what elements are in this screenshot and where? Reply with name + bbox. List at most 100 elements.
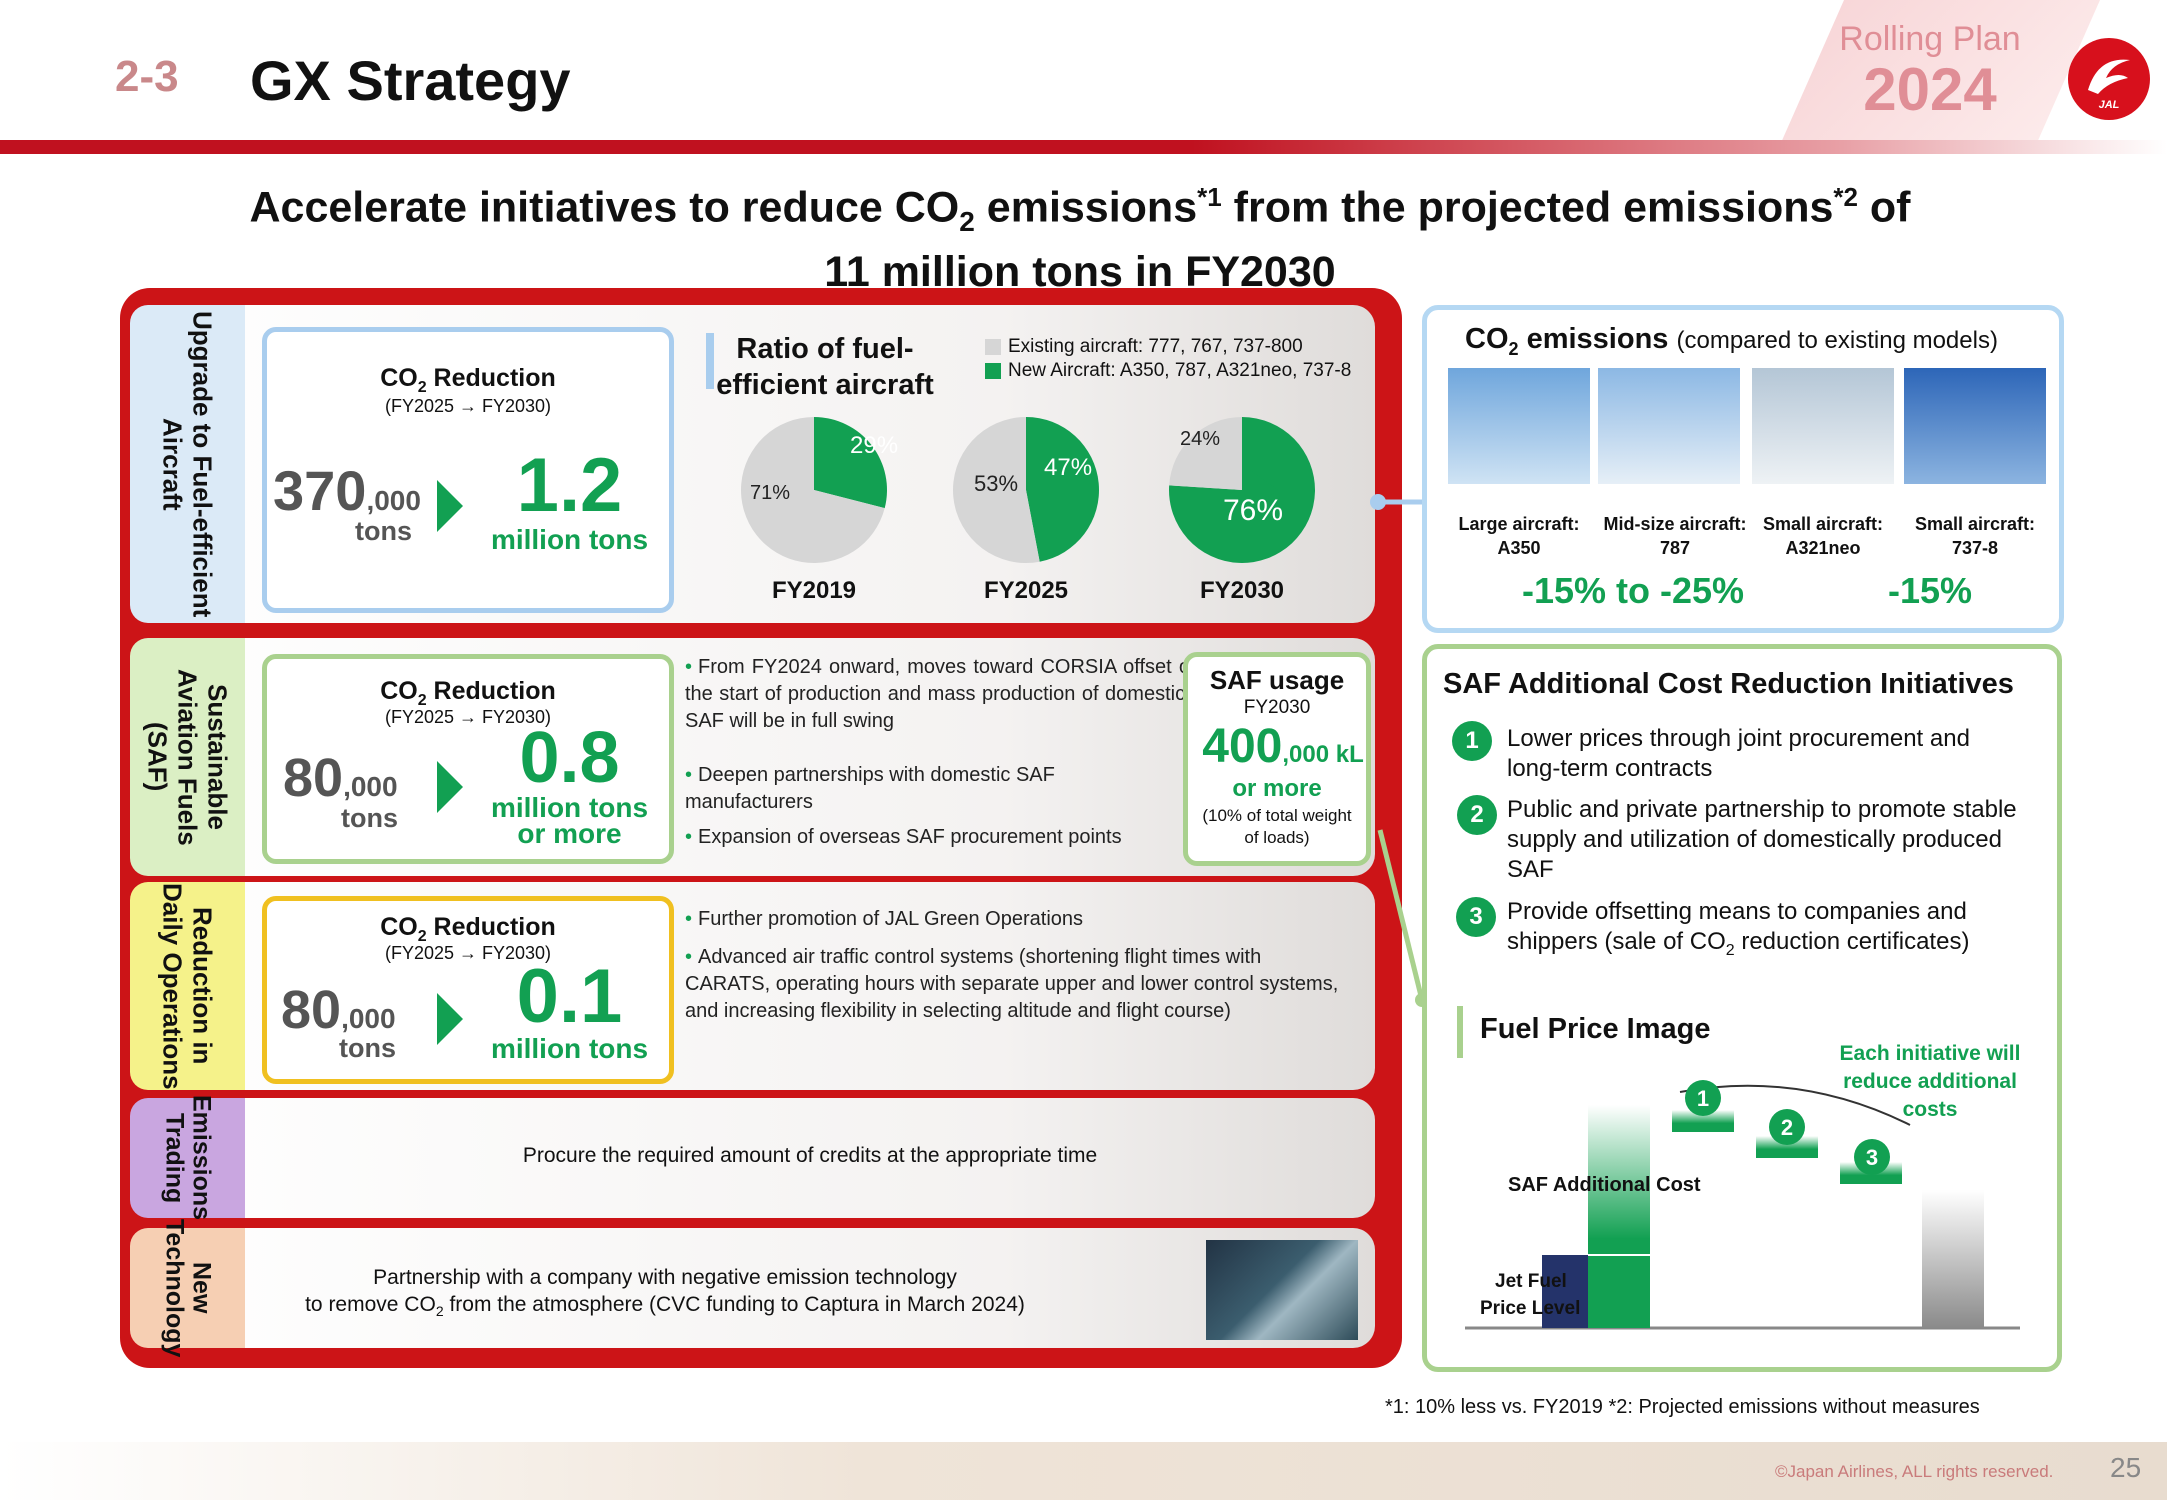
from-value: 80,000 bbox=[281, 980, 396, 1040]
pie-arrow-1-icon bbox=[1038, 470, 1066, 510]
saf-usage-more: or more bbox=[1232, 775, 1322, 802]
ratio-pie-chart: 29% 71% 47% 53% 76% 24% FY2019 FY2025 FY… bbox=[741, 417, 1315, 604]
from-value: 370,000 bbox=[273, 459, 421, 522]
aircraft-label-737-8: Small aircraft: 737-8 bbox=[1914, 514, 2036, 558]
fuel-title-accent-bar bbox=[1457, 1006, 1463, 1058]
initiative-1: Lower prices through joint procurement a… bbox=[1507, 725, 1970, 782]
page-number: 25 bbox=[2110, 1452, 2142, 1483]
saf-cost-label: SAF Additional Cost bbox=[1508, 1174, 1701, 1196]
from-unit: tons bbox=[339, 1033, 396, 1063]
technology-text: Partnership with a company with negative… bbox=[305, 1266, 1025, 1320]
arrow-right-icon bbox=[437, 480, 463, 532]
jal-logo: JAL bbox=[2068, 38, 2150, 120]
saf-bullet-1: • From FY2024 onward, moves toward CORSIA… bbox=[685, 656, 1305, 732]
row-label-aircraft: Upgrade to Fuel-efficient Aircraft bbox=[130, 305, 245, 623]
header-divider bbox=[0, 140, 2167, 154]
co2-reduction-card-operations: CO2 Reduction (FY2025 → FY2030) 80,000 t… bbox=[262, 896, 674, 1084]
co2-reduction-card-aircraft: CO2 Reduction (FY2025 → FY2030) 370,000 … bbox=[262, 327, 674, 613]
headline-line1: Accelerate initiatives to reduce CO2 emi… bbox=[249, 182, 1911, 237]
ops-bullet-1: • Further promotion of JAL Green Operatio… bbox=[685, 908, 1084, 930]
saf-initiatives-title: SAF Additional Cost Reduction Initiative… bbox=[1443, 668, 2014, 700]
aircraft-label-787: Mid-size aircraft: 787 bbox=[1603, 514, 1747, 558]
to-value: 1.2 bbox=[516, 443, 623, 528]
captura-photo bbox=[1206, 1240, 1358, 1340]
headline-line2: 11 million tons in FY2030 bbox=[824, 247, 1336, 296]
fuel-price-title: Fuel Price Image bbox=[1480, 1013, 1711, 1045]
crane-icon: JAL bbox=[2088, 59, 2130, 111]
ratio-title: Ratio of fuel-efficient aircraft bbox=[716, 333, 934, 401]
to-unit: million tons or more bbox=[490, 792, 649, 849]
co2-reduction-card-saf: CO2 Reduction (FY2025 → FY2030) 80,000 t… bbox=[262, 654, 674, 864]
arrow-right-icon bbox=[437, 761, 463, 813]
pie-fy2030-year: FY2030 bbox=[1200, 577, 1284, 604]
reduction-large-mid: -15% to -25% bbox=[1521, 570, 1745, 611]
plan-label: Rolling Plan bbox=[1839, 20, 2021, 58]
step-badge-3: 3 bbox=[1866, 1145, 1878, 1170]
plan-year: 2024 bbox=[1863, 56, 1997, 123]
saf-usage-title: SAF usage bbox=[1209, 665, 1345, 695]
pie-arrow-2-icon bbox=[1250, 470, 1278, 510]
legend-new: New Aircraft: A350, 787, A321neo, 737-8 bbox=[1008, 360, 1352, 381]
reduction-small: -15% bbox=[1887, 570, 1973, 611]
pie-fy2025-existing-label: 53% bbox=[974, 471, 1018, 496]
jet-fuel-label-1: Jet Fuel bbox=[1495, 1271, 1567, 1292]
card-period: (FY2025 → FY2030) bbox=[384, 943, 552, 963]
co2-panel-title: CO2 emissions (compared to existing mode… bbox=[1465, 323, 1998, 359]
legend-swatch-new bbox=[985, 363, 1001, 379]
pie-fy2019-new-label: 29% bbox=[850, 432, 898, 459]
step-1-bar bbox=[1672, 1110, 1734, 1132]
card-title: CO2 Reduction bbox=[380, 364, 556, 396]
ops-bullet-2: • Advanced air traffic control systems (s… bbox=[685, 946, 1339, 1022]
row-technology: New Technology Partnership with a compan… bbox=[130, 1219, 1375, 1357]
step-2-bar bbox=[1756, 1136, 1818, 1158]
to-unit: million tons bbox=[490, 524, 649, 555]
copyright: ©Japan Airlines, ALL rights reserved. bbox=[1775, 1462, 2054, 1481]
logo-text: JAL bbox=[2099, 99, 2120, 111]
saf-bullet-2: • Deepen partnerships with domestic SAF m… bbox=[685, 764, 1055, 813]
connector-lines bbox=[1370, 494, 1429, 1007]
step-badge-2: 2 bbox=[1781, 1115, 1793, 1140]
footnote: *1: 10% less vs. FY2019 *2: Projected em… bbox=[1385, 1396, 1980, 1418]
to-value: 0.8 bbox=[519, 718, 620, 798]
pie-fy2019-new bbox=[814, 417, 887, 509]
trading-text: Procure the required amount of credits a… bbox=[522, 1144, 1098, 1167]
initiative-badge-1: 1 bbox=[1452, 721, 1492, 761]
card-period: (FY2025 → FY2030) bbox=[384, 396, 552, 416]
pie-fy2025-existing bbox=[953, 417, 1040, 563]
reduced-cost-bar bbox=[1922, 1190, 1984, 1328]
saf-usage-value: 400,000 kL bbox=[1202, 720, 1364, 773]
from-unit: tons bbox=[341, 803, 398, 833]
aircraft-label-a350: Large aircraft: A350 bbox=[1458, 514, 1580, 558]
arrow-right-icon bbox=[437, 993, 463, 1045]
pie-fy2025-new-label: 47% bbox=[1044, 454, 1092, 481]
pie-fy2019-year: FY2019 bbox=[772, 577, 856, 604]
pie-fy2019-existing-label: 71% bbox=[750, 482, 790, 504]
card-title: CO2 Reduction bbox=[380, 913, 556, 945]
row-label-technology: New Technology bbox=[130, 1219, 245, 1357]
step-badge-1: 1 bbox=[1697, 1086, 1709, 1111]
row-label-operations: Reduction in Daily Operations bbox=[130, 882, 245, 1090]
card-title: CO2 Reduction bbox=[380, 677, 556, 709]
row-saf: Sustainable Aviation Fuels (SAF) CO2 Red… bbox=[130, 638, 1375, 876]
headline: Accelerate initiatives to reduce CO2 emi… bbox=[150, 172, 2010, 297]
row-label-saf: Sustainable Aviation Fuels (SAF) bbox=[130, 638, 245, 876]
saf-usage-card: SAF usage FY2030 400,000 kL or more (10%… bbox=[1183, 652, 1371, 866]
737-8-aircraft-image bbox=[1904, 368, 2046, 484]
a321neo-aircraft-image bbox=[1752, 368, 1894, 484]
saf-bullet-3: • Expansion of overseas SAF procurement p… bbox=[685, 826, 1122, 848]
initiative-badge-2: 2 bbox=[1457, 795, 1497, 835]
rolling-plan-banner bbox=[1780, 0, 2100, 145]
fuel-price-diagram: 1 2 3 SAF Additional Cost Jet Fuel Price… bbox=[1465, 1080, 2020, 1330]
card-period: (FY2025 → FY2030) bbox=[384, 707, 552, 727]
page-title: GX Strategy bbox=[250, 49, 571, 112]
row-operations: Reduction in Daily Operations CO2 Reduct… bbox=[130, 882, 1375, 1090]
pie-fy2030-existing-label: 24% bbox=[1180, 428, 1220, 450]
pie-fy2025-year: FY2025 bbox=[984, 577, 1068, 604]
section-number: 2-3 bbox=[115, 52, 179, 101]
a350-aircraft-image bbox=[1448, 368, 1590, 484]
pie-fy2019-existing bbox=[741, 417, 885, 563]
787-aircraft-image bbox=[1598, 368, 1740, 484]
footer-bar bbox=[0, 1442, 2167, 1500]
to-value: 0.1 bbox=[516, 954, 623, 1039]
row-trading: Emissions Trading Procure the required a… bbox=[130, 1095, 1375, 1221]
